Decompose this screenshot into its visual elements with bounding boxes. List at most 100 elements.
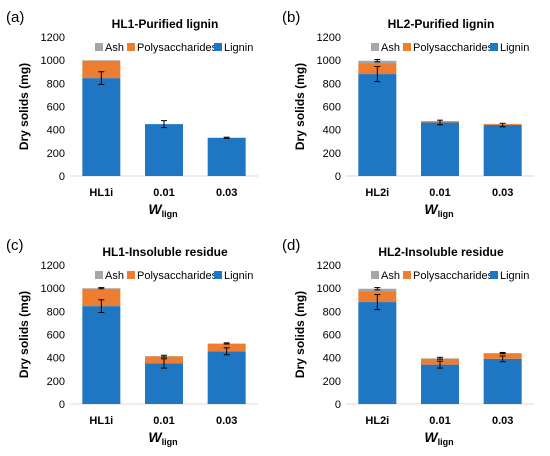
x-axis-label: Wlign — [424, 429, 453, 447]
x-axis-label-main: W — [424, 429, 439, 445]
bar-lignin — [82, 306, 121, 404]
bar-polysaccharides — [82, 288, 121, 307]
x-tick-label: 0.03 — [492, 415, 513, 427]
y-axis-label: Dry solids (mg) — [293, 291, 307, 378]
x-axis-label-sub: lign — [162, 437, 178, 447]
y-tick-label: 800 — [47, 78, 65, 90]
x-tick-label: 0.01 — [153, 187, 174, 199]
y-tick-label: 600 — [47, 102, 65, 114]
y-tick-label: 0 — [59, 171, 65, 183]
x-tick-label: 0.01 — [153, 415, 174, 427]
bar-lignin — [145, 124, 183, 176]
x-axis-label-sub: lign — [438, 209, 454, 219]
x-axis-label: Wlign — [148, 429, 177, 447]
x-tick-label: 0.03 — [216, 187, 237, 199]
y-tick-label: 1000 — [41, 55, 65, 67]
chart-title: HL1-Purified lignin — [112, 17, 219, 31]
legend-swatch — [127, 43, 135, 51]
legend-label: Ash — [105, 270, 124, 282]
legend-swatch — [403, 271, 411, 279]
x-axis-label: Wlign — [148, 201, 177, 219]
y-axis-label: Dry solids (mg) — [17, 291, 31, 378]
bar-lignin — [483, 125, 522, 176]
y-tick-label: 400 — [47, 353, 65, 365]
legend-swatch — [95, 271, 103, 279]
legend-label: Lignin — [500, 42, 529, 54]
legend-label: Lignin — [224, 42, 253, 54]
y-tick-label: 800 — [323, 78, 341, 90]
legend-swatch — [214, 271, 222, 279]
y-tick-label: 800 — [47, 306, 65, 318]
y-axis-label: Dry solids (mg) — [17, 63, 31, 150]
legend-label: Polysaccharides — [413, 42, 494, 54]
y-tick-label: 800 — [323, 306, 341, 318]
y-tick-label: 600 — [323, 330, 341, 342]
bar-lignin — [358, 302, 397, 404]
legend-label: Polysaccharides — [137, 42, 218, 54]
panel-3: (c) HL1-Insoluble residue 0 200 400 600 800 100… — [6, 237, 258, 447]
legend-swatch — [403, 43, 411, 51]
y-tick-label: 1000 — [317, 283, 341, 295]
legend-swatch — [490, 43, 498, 51]
y-tick-label: 0 — [335, 171, 341, 183]
x-tick-label: HL2i — [365, 415, 389, 427]
y-axis-label: Dry solids (mg) — [293, 63, 307, 150]
bar-lignin — [421, 122, 459, 176]
y-tick-label: 200 — [323, 376, 341, 388]
legend-label: Ash — [381, 42, 400, 54]
y-tick-label: 200 — [47, 376, 65, 388]
legend-label: Lignin — [500, 270, 529, 282]
legend-swatch — [371, 43, 379, 51]
y-tick-label: 0 — [335, 399, 341, 411]
panel-label: (c) — [6, 237, 24, 254]
panel-label: (b) — [282, 9, 300, 26]
x-axis-label-main: W — [148, 201, 163, 217]
y-tick-label: 200 — [47, 148, 65, 160]
y-tick-label: 1200 — [41, 32, 65, 44]
y-tick-label: 600 — [323, 102, 341, 114]
panel-1: (a) HL1-Purified lignin 0 200 400 600 800 1000 1… — [6, 9, 258, 219]
chart-title: HL1-Insoluble residue — [102, 245, 228, 259]
legend-swatch — [371, 271, 379, 279]
y-tick-label: 1200 — [317, 32, 341, 44]
legend-label: Polysaccharides — [413, 270, 494, 282]
bar-polysaccharides — [82, 60, 121, 79]
y-tick-label: 400 — [323, 353, 341, 365]
y-tick-label: 0 — [59, 399, 65, 411]
chart-title: HL2-Insoluble residue — [378, 245, 504, 259]
bar-lignin — [421, 364, 459, 404]
bar-lignin — [145, 363, 183, 404]
y-tick-label: 1000 — [41, 283, 65, 295]
x-tick-label: 0.01 — [429, 415, 450, 427]
x-tick-label: HL1i — [89, 187, 113, 199]
bar-lignin — [207, 137, 246, 176]
x-tick-label: HL1i — [89, 415, 113, 427]
bar-lignin — [483, 358, 522, 404]
legend-swatch — [490, 271, 498, 279]
legend-label: Lignin — [224, 270, 253, 282]
x-tick-label: HL2i — [365, 187, 389, 199]
chart-title: HL2-Purified lignin — [388, 17, 495, 31]
x-axis-label-main: W — [148, 429, 163, 445]
legend-swatch — [95, 43, 103, 51]
x-axis-label-main: W — [424, 201, 439, 217]
legend-label: Polysaccharides — [137, 270, 218, 282]
y-tick-label: 400 — [323, 125, 341, 137]
y-tick-label: 1000 — [317, 55, 341, 67]
y-tick-label: 400 — [47, 125, 65, 137]
panel-4: (d) HL2-Insoluble residue 0 200 400 600 800 100… — [282, 237, 534, 447]
panel-2: (b) HL2-Purified lignin 0 200 400 600 800 1000 1… — [282, 9, 534, 219]
x-tick-label: 0.03 — [216, 415, 237, 427]
bar-ash — [82, 60, 121, 61]
y-tick-label: 200 — [323, 148, 341, 160]
panel-label: (d) — [282, 237, 300, 254]
y-tick-label: 1200 — [317, 260, 341, 272]
bar-lignin — [358, 74, 397, 176]
legend-swatch — [127, 271, 135, 279]
bar-lignin — [207, 351, 246, 404]
bar-lignin — [82, 78, 121, 176]
x-axis-label: Wlign — [424, 201, 453, 219]
y-tick-label: 1200 — [41, 260, 65, 272]
panel-label: (a) — [6, 9, 24, 26]
x-tick-label: 0.03 — [492, 187, 513, 199]
